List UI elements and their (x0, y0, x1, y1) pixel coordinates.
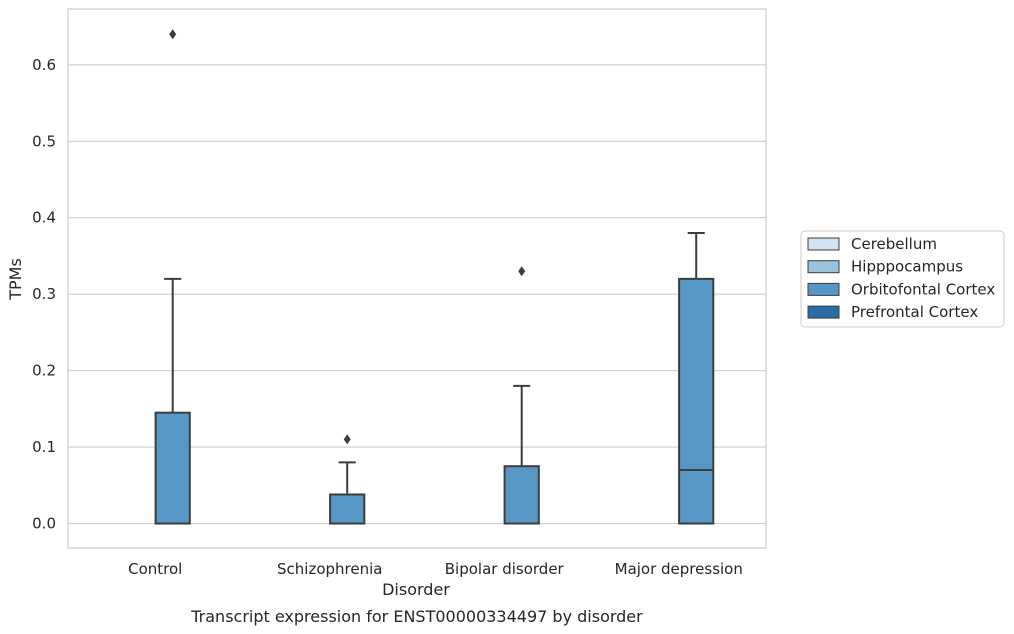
x-tick-label: Major depression (615, 560, 743, 578)
plot-frame (67, 8, 767, 549)
box-group (329, 434, 366, 525)
x-axis-title: Disorder (382, 580, 450, 599)
x-tick-label: Schizophrenia (277, 560, 382, 578)
y-tick-label: 0.2 (32, 362, 56, 380)
x-tick-label: Control (128, 560, 182, 578)
y-axis-ticks: 0.0 0.1 0.2 0.3 0.4 0.5 0.6 (32, 56, 56, 533)
outlier-point (169, 29, 177, 40)
legend-label: Hipppocampus (851, 258, 963, 276)
box-group (154, 29, 191, 525)
legend: Cerebellum Hipppocampus Orbitofontal Corte… (800, 230, 1005, 328)
legend-swatch (807, 282, 840, 296)
box (154, 411, 191, 525)
legend-label: Cerebellum (851, 235, 937, 253)
legend-swatch (807, 260, 840, 274)
x-tick-label: Bipolar disorder (445, 560, 565, 578)
x-axis-ticks: Control Schizophrenia Bipolar disorder Majo… (128, 560, 743, 578)
outlier-point (343, 434, 351, 445)
legend-swatch (807, 237, 840, 251)
y-tick-label: 0.1 (32, 438, 56, 456)
y-tick-label: 0.6 (32, 56, 56, 74)
legend-label: Prefrontal Cortex (851, 303, 978, 321)
legend-swatch (807, 305, 840, 319)
box (503, 465, 540, 525)
legend-label: Orbitofontal Cortex (851, 280, 995, 298)
chart-caption: Transcript expression for ENST0000033449… (190, 607, 643, 626)
box (329, 493, 366, 525)
y-axis-title: TPMs (6, 258, 25, 301)
outlier-point (518, 266, 526, 277)
box (678, 277, 715, 525)
y-tick-label: 0.5 (32, 132, 56, 150)
y-tick-label: 0.3 (32, 285, 56, 303)
y-tick-label: 0.4 (32, 209, 56, 227)
box-group (678, 232, 715, 525)
y-tick-label: 0.0 (32, 515, 56, 533)
boxes (154, 29, 715, 525)
box-group (503, 266, 540, 525)
legend-frame (800, 230, 1005, 328)
